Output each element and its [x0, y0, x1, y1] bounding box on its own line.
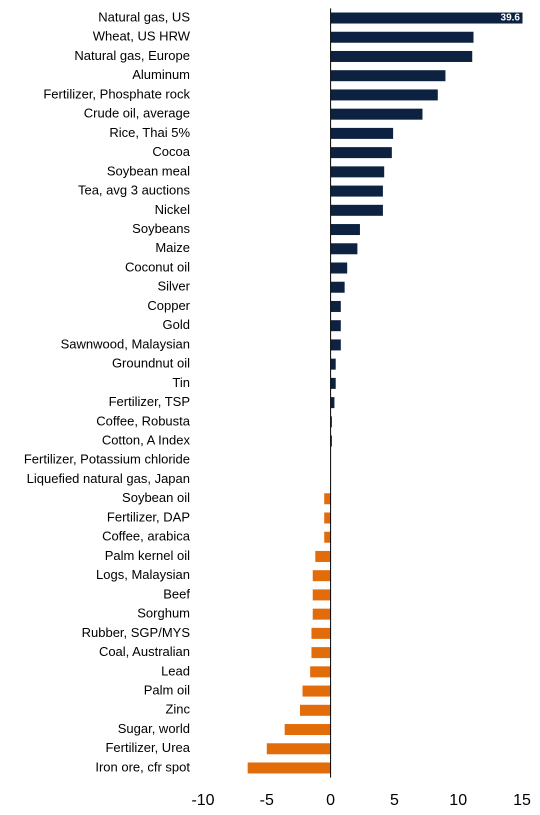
bar	[284, 724, 331, 736]
y-tick-label: Aluminum	[132, 67, 190, 82]
x-tick-label: -10	[191, 792, 214, 809]
bar	[330, 339, 341, 351]
bar	[330, 147, 392, 159]
bar	[330, 224, 360, 236]
bar	[330, 204, 383, 216]
y-tick-label: Lead	[161, 663, 190, 678]
bar	[330, 300, 341, 312]
plot-area	[247, 12, 523, 774]
bar	[330, 358, 336, 370]
y-tick-label: Nickel	[155, 202, 191, 217]
y-tick-label: Coal, Australian	[99, 644, 190, 659]
y-tick-label: Iron ore, cfr spot	[95, 759, 190, 774]
y-tick-label: Gold	[163, 317, 190, 332]
y-tick-label: Soybean oil	[122, 490, 190, 505]
bar	[330, 166, 385, 178]
bar	[311, 627, 331, 639]
bar	[324, 493, 331, 505]
bar	[330, 262, 348, 274]
bar	[302, 685, 331, 697]
y-tick-label: Maize	[155, 240, 190, 255]
bar	[310, 666, 331, 678]
bar	[324, 531, 331, 543]
bar	[266, 743, 331, 755]
bar	[330, 377, 336, 389]
x-tick-label: -5	[260, 792, 274, 809]
y-tick-label: Fertilizer, Potassium chloride	[24, 452, 190, 467]
y-tick-label: Sorghum	[137, 606, 190, 621]
y-tick-label: Liquefied natural gas, Japan	[27, 471, 190, 486]
y-tick-label: Fertilizer, Urea	[105, 740, 190, 755]
bar	[315, 550, 331, 562]
bar	[330, 31, 474, 43]
y-tick-label: Coconut oil	[125, 259, 190, 274]
bar	[324, 512, 331, 524]
y-tick-label: Coffee, Robusta	[96, 413, 190, 428]
bar	[330, 416, 332, 428]
y-tick-label: Sugar, world	[118, 721, 190, 736]
bar	[330, 70, 446, 82]
y-tick-label: Zinc	[165, 702, 190, 717]
x-tick-label: 5	[390, 792, 399, 809]
y-tick-label: Beef	[163, 586, 190, 601]
bar	[330, 127, 394, 139]
y-tick-label: Rubber, SGP/MYS	[82, 625, 191, 640]
bar	[330, 435, 332, 447]
bar	[330, 243, 358, 255]
bar	[311, 647, 331, 659]
y-tick-label: Fertilizer, Phosphate rock	[43, 86, 190, 101]
bar	[330, 397, 335, 409]
y-tick-label: Coffee, arabica	[102, 529, 191, 544]
y-tick-label: Palm oil	[144, 683, 190, 698]
bar	[330, 185, 383, 197]
bar	[330, 50, 473, 62]
bar	[312, 570, 331, 582]
y-tick-label: Wheat, US HRW	[93, 29, 191, 44]
y-tick-label: Tea, avg 3 auctions	[78, 183, 191, 198]
bar	[312, 608, 331, 620]
y-tick-label: Cotton, A Index	[102, 433, 191, 448]
y-tick-label: Natural gas, US	[98, 9, 190, 24]
y-tick-label: Soybeans	[132, 221, 190, 236]
y-tick-label: Logs, Malaysian	[96, 567, 190, 582]
bar	[330, 89, 438, 101]
data-label: 39.6	[501, 13, 521, 24]
x-tick-label: 15	[513, 792, 531, 809]
x-tick-label: 0	[326, 792, 335, 809]
y-tick-label: Palm kernel oil	[105, 548, 190, 563]
y-tick-label: Rice, Thai 5%	[109, 125, 190, 140]
bar	[330, 12, 523, 24]
bar	[247, 762, 331, 774]
y-tick-label: Crude oil, average	[84, 106, 190, 121]
bar	[312, 589, 331, 601]
y-tick-label: Cocoa	[152, 144, 190, 159]
y-tick-label: Tin	[172, 375, 190, 390]
y-tick-label: Soybean meal	[107, 163, 190, 178]
y-tick-label: Fertilizer, DAP	[107, 509, 190, 524]
x-tick-label: 10	[449, 792, 467, 809]
y-tick-label: Copper	[147, 298, 190, 313]
y-tick-label: Fertilizer, TSP	[109, 394, 190, 409]
bar	[330, 281, 345, 293]
bar	[330, 108, 423, 120]
bar	[299, 704, 331, 716]
y-tick-label: Groundnut oil	[112, 356, 190, 371]
y-tick-label: Sawnwood, Malaysian	[61, 336, 190, 351]
bar	[330, 320, 341, 332]
y-tick-label: Silver	[157, 279, 190, 294]
y-tick-label: Natural gas, Europe	[74, 48, 190, 63]
